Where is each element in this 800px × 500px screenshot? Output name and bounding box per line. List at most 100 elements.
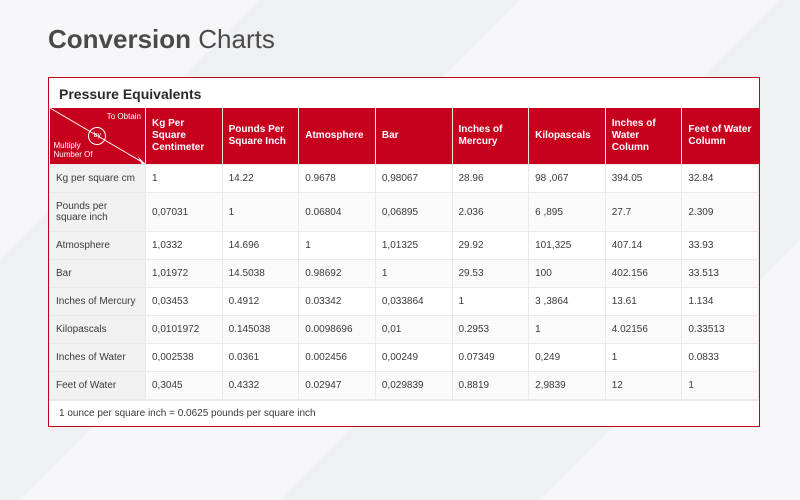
table-cell: 1 — [375, 260, 452, 288]
table-cell: 0,07031 — [146, 193, 223, 232]
table-row: Pounds per square inch0,0703110.068040,0… — [50, 193, 759, 232]
table-cell: 0.002456 — [299, 344, 376, 372]
table-cell: 407.14 — [605, 232, 682, 260]
table-row: Atmosphere1,033214.69611,0132529.92101,3… — [50, 232, 759, 260]
table-cell: 0.0833 — [682, 344, 759, 372]
table-cell: 14.696 — [222, 232, 299, 260]
col-header: Pounds Per Square Inch — [222, 108, 299, 165]
col-header: Feet of Water Column — [682, 108, 759, 165]
table-row: Inches of Water0,0025380.03610.0024560,0… — [50, 344, 759, 372]
table-cell: 0,249 — [529, 344, 606, 372]
table-card: Pressure Equivalents To Obtain by Multip… — [48, 77, 760, 427]
table-footnote: 1 ounce per square inch = 0.0625 pounds … — [49, 400, 759, 426]
table-cell: 0.0361 — [222, 344, 299, 372]
table-cell: 0.8819 — [452, 372, 529, 400]
table-title: Pressure Equivalents — [49, 78, 759, 108]
table-cell: 0.06804 — [299, 193, 376, 232]
table-row: Inches of Mercury0,034530.49120.033420,0… — [50, 288, 759, 316]
row-header: Bar — [50, 260, 146, 288]
table-cell: 1 — [452, 288, 529, 316]
table-cell: 29.53 — [452, 260, 529, 288]
row-header: Pounds per square inch — [50, 193, 146, 232]
table-cell: 1 — [222, 193, 299, 232]
table-cell: 32.84 — [682, 165, 759, 193]
table-cell: 1 — [146, 165, 223, 193]
row-header: Feet of Water — [50, 372, 146, 400]
col-header: Kilopascals — [529, 108, 606, 165]
table-cell: 27.7 — [605, 193, 682, 232]
table-cell: 0,033864 — [375, 288, 452, 316]
table-cell: 0.02947 — [299, 372, 376, 400]
row-header: Atmosphere — [50, 232, 146, 260]
page-title-bold: Conversion — [48, 24, 191, 54]
corner-to-obtain: To Obtain — [107, 112, 141, 122]
table-row: Feet of Water0,30450.43320.029470,029839… — [50, 372, 759, 400]
table-cell: 14.5038 — [222, 260, 299, 288]
table-cell: 0.07349 — [452, 344, 529, 372]
table-header-row: To Obtain by Multiply Number Of Kg Per S… — [50, 108, 759, 165]
table-cell: 0.4912 — [222, 288, 299, 316]
table-cell: 0,03453 — [146, 288, 223, 316]
col-header: Inches of Water Column — [605, 108, 682, 165]
table-cell: 14.22 — [222, 165, 299, 193]
table-cell: 33.93 — [682, 232, 759, 260]
table-cell: 0,98067 — [375, 165, 452, 193]
table-cell: 6 ,895 — [529, 193, 606, 232]
table-cell: 0.33513 — [682, 316, 759, 344]
table-cell: 394.05 — [605, 165, 682, 193]
table-row: Kilopascals0,01019720.1450380.00986960,0… — [50, 316, 759, 344]
table-cell: 0.9678 — [299, 165, 376, 193]
col-header: Atmosphere — [299, 108, 376, 165]
table-cell: 0.2953 — [452, 316, 529, 344]
table-row: Bar1,0197214.50380.98692129.53100402.156… — [50, 260, 759, 288]
table-cell: 2,9839 — [529, 372, 606, 400]
table-cell: 0.0098696 — [299, 316, 376, 344]
table-cell: 29.92 — [452, 232, 529, 260]
col-header: Inches of Mercury — [452, 108, 529, 165]
table-cell: 0,01 — [375, 316, 452, 344]
table-cell: 402.156 — [605, 260, 682, 288]
page-container: Conversion Charts Pressure Equivalents T… — [0, 0, 800, 447]
pressure-table: To Obtain by Multiply Number Of Kg Per S… — [49, 108, 759, 400]
page-title-light: Charts — [198, 24, 275, 54]
table-cell: 0,00249 — [375, 344, 452, 372]
table-cell: 2.309 — [682, 193, 759, 232]
row-header: Inches of Water — [50, 344, 146, 372]
table-cell: 28.96 — [452, 165, 529, 193]
table-cell: 4.02156 — [605, 316, 682, 344]
row-header: Kg per square cm — [50, 165, 146, 193]
table-cell: 101,325 — [529, 232, 606, 260]
table-cell: 12 — [605, 372, 682, 400]
table-cell: 0.03342 — [299, 288, 376, 316]
row-header: Kilopascals — [50, 316, 146, 344]
table-cell: 1,01972 — [146, 260, 223, 288]
table-cell: 0,3045 — [146, 372, 223, 400]
page-title: Conversion Charts — [48, 24, 760, 55]
table-corner-cell: To Obtain by Multiply Number Of — [50, 108, 146, 165]
table-cell: 0,002538 — [146, 344, 223, 372]
table-cell: 1.134 — [682, 288, 759, 316]
table-cell: 0,06895 — [375, 193, 452, 232]
table-cell: 1 — [682, 372, 759, 400]
table-cell: 1 — [299, 232, 376, 260]
table-cell: 1,01325 — [375, 232, 452, 260]
table-cell: 0.98692 — [299, 260, 376, 288]
table-row: Kg per square cm114.220.96780,9806728.96… — [50, 165, 759, 193]
table-cell: 3 ,3864 — [529, 288, 606, 316]
row-header: Inches of Mercury — [50, 288, 146, 316]
table-body: Kg per square cm114.220.96780,9806728.96… — [50, 165, 759, 400]
table-cell: 0,0101972 — [146, 316, 223, 344]
table-cell: 2.036 — [452, 193, 529, 232]
table-cell: 98 ,067 — [529, 165, 606, 193]
col-header: Kg Per Square Centimeter — [146, 108, 223, 165]
col-header: Bar — [375, 108, 452, 165]
table-cell: 1 — [529, 316, 606, 344]
table-cell: 33.513 — [682, 260, 759, 288]
table-cell: 100 — [529, 260, 606, 288]
table-cell: 0,029839 — [375, 372, 452, 400]
table-cell: 1,0332 — [146, 232, 223, 260]
table-cell: 0.145038 — [222, 316, 299, 344]
table-cell: 13.61 — [605, 288, 682, 316]
table-cell: 0.4332 — [222, 372, 299, 400]
corner-multiply: Multiply Number Of — [54, 141, 102, 160]
